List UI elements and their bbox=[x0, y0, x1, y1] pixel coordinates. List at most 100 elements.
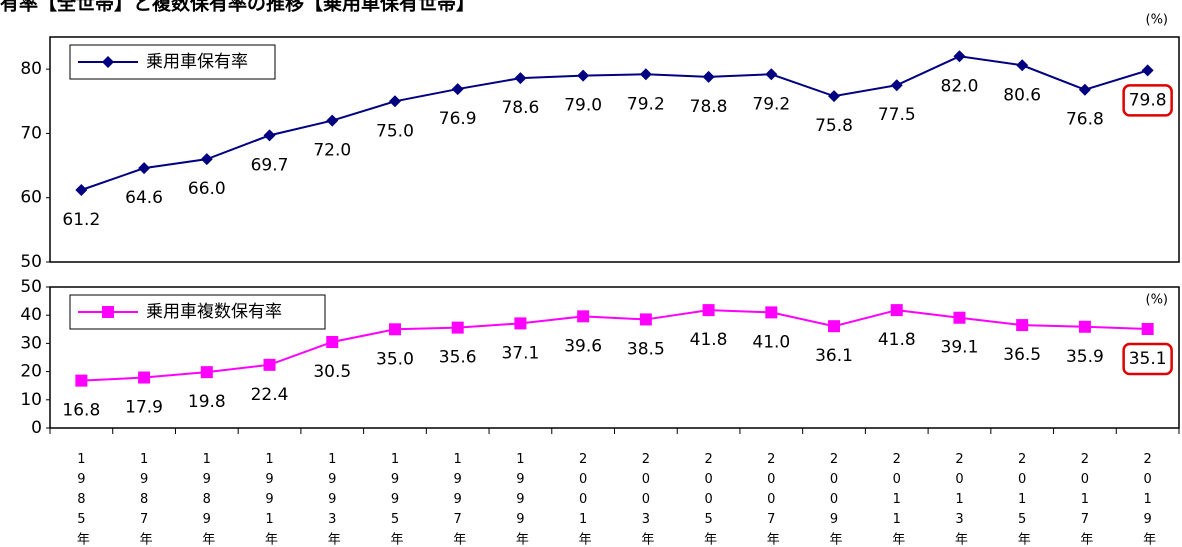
marker bbox=[953, 311, 966, 324]
legend-label: 乗用車保有率 bbox=[146, 52, 248, 72]
marker bbox=[1078, 83, 1091, 96]
highlight-box bbox=[1122, 342, 1173, 376]
data-label: 38.5 bbox=[627, 339, 665, 359]
data-label: 22.4 bbox=[251, 385, 289, 405]
data-label: 39.1 bbox=[941, 338, 979, 358]
marker bbox=[639, 313, 652, 326]
data-label: 66.0 bbox=[188, 179, 226, 199]
marker bbox=[828, 320, 841, 333]
marker bbox=[1141, 64, 1154, 77]
x-tick-label: 1995年 bbox=[387, 452, 403, 547]
x-tick-label: 2011年 bbox=[889, 452, 905, 547]
data-label: 69.7 bbox=[251, 155, 289, 175]
y-tick-label: 0 bbox=[31, 418, 42, 438]
marker bbox=[577, 69, 590, 82]
data-label: 76.9 bbox=[439, 109, 477, 129]
data-label: 35.6 bbox=[439, 348, 477, 368]
y-tick-label: 80 bbox=[20, 59, 42, 79]
marker bbox=[263, 129, 276, 142]
marker bbox=[514, 72, 527, 85]
marker bbox=[702, 304, 715, 317]
x-tick-label: 2007年 bbox=[764, 452, 780, 547]
data-label: 30.5 bbox=[313, 362, 351, 382]
marker bbox=[200, 153, 213, 166]
y-tick-label: 10 bbox=[20, 390, 42, 410]
series-line bbox=[81, 309, 1148, 382]
y-tick-label: 30 bbox=[20, 333, 42, 353]
y-tick-label: 50 bbox=[20, 252, 42, 272]
marker bbox=[451, 321, 464, 334]
y-tick-label: 50 bbox=[20, 277, 42, 297]
highlight-box bbox=[1122, 84, 1173, 117]
marker bbox=[765, 306, 778, 319]
marker bbox=[75, 184, 88, 196]
data-label: 82.0 bbox=[941, 76, 979, 96]
marker bbox=[1016, 319, 1029, 332]
data-label: 17.9 bbox=[125, 398, 163, 418]
data-label: 37.1 bbox=[501, 343, 539, 363]
x-tick-label: 1999年 bbox=[513, 452, 529, 547]
data-label: 16.8 bbox=[62, 401, 100, 421]
marker bbox=[138, 371, 151, 384]
y-tick-label: 60 bbox=[20, 188, 42, 208]
marker bbox=[388, 95, 401, 108]
marker bbox=[388, 323, 401, 336]
x-tick-label: 2001年 bbox=[576, 452, 592, 547]
legend-label: 乗用車複数保有率 bbox=[146, 302, 282, 322]
marker bbox=[1078, 320, 1091, 333]
x-tick-label: 1991年 bbox=[262, 452, 278, 547]
data-label: 75.0 bbox=[376, 121, 414, 141]
x-tick-label: 1985年 bbox=[74, 452, 90, 547]
marker bbox=[102, 56, 114, 68]
data-label: 36.1 bbox=[815, 346, 853, 366]
data-label: 79.0 bbox=[564, 96, 602, 116]
data-label: 79.2 bbox=[627, 94, 665, 114]
marker bbox=[702, 70, 715, 83]
data-label: 79.2 bbox=[752, 94, 790, 114]
legend-box bbox=[69, 44, 276, 80]
x-tick-label: 2019年 bbox=[1140, 452, 1156, 547]
marker bbox=[102, 306, 114, 318]
data-label: 80.6 bbox=[1003, 85, 1041, 105]
marker bbox=[514, 317, 527, 330]
unit-label: (%) bbox=[1146, 293, 1169, 308]
y-tick-label: 70 bbox=[20, 123, 42, 143]
x-tick-label: 1987年 bbox=[137, 452, 153, 547]
marker bbox=[138, 162, 151, 175]
data-label: 36.5 bbox=[1003, 345, 1041, 365]
data-label: 35.1 bbox=[1129, 349, 1167, 369]
marker bbox=[451, 83, 464, 96]
marker bbox=[765, 68, 778, 81]
data-label: 35.9 bbox=[1066, 347, 1104, 367]
marker bbox=[1141, 323, 1154, 336]
marker bbox=[890, 304, 903, 317]
data-label: 41.8 bbox=[878, 330, 916, 350]
marker bbox=[828, 90, 841, 103]
marker bbox=[326, 114, 339, 127]
data-label: 41.0 bbox=[752, 332, 790, 352]
marker bbox=[577, 310, 590, 323]
marker bbox=[1016, 59, 1029, 72]
marker bbox=[200, 366, 213, 379]
x-tick-label: 1989年 bbox=[199, 452, 215, 547]
x-tick-label: 1993年 bbox=[325, 452, 341, 547]
marker bbox=[326, 335, 339, 348]
data-label: 77.5 bbox=[878, 105, 916, 125]
plot-frame bbox=[49, 36, 1180, 263]
x-tick-label: 2005年 bbox=[701, 452, 717, 547]
data-label: 72.0 bbox=[313, 141, 351, 161]
data-label: 64.6 bbox=[125, 188, 163, 208]
x-tick-label: 1997年 bbox=[450, 452, 466, 547]
data-label: 75.8 bbox=[815, 116, 853, 136]
data-label: 78.6 bbox=[501, 98, 539, 118]
x-tick-label: 2013年 bbox=[952, 452, 968, 547]
data-label: 76.8 bbox=[1066, 110, 1104, 130]
x-tick-label: 2009年 bbox=[827, 452, 843, 547]
marker bbox=[890, 79, 903, 92]
marker bbox=[75, 374, 88, 387]
marker bbox=[953, 50, 966, 63]
data-label: 19.8 bbox=[188, 392, 226, 412]
series-line bbox=[81, 55, 1148, 191]
x-tick-label: 2003年 bbox=[638, 452, 654, 547]
